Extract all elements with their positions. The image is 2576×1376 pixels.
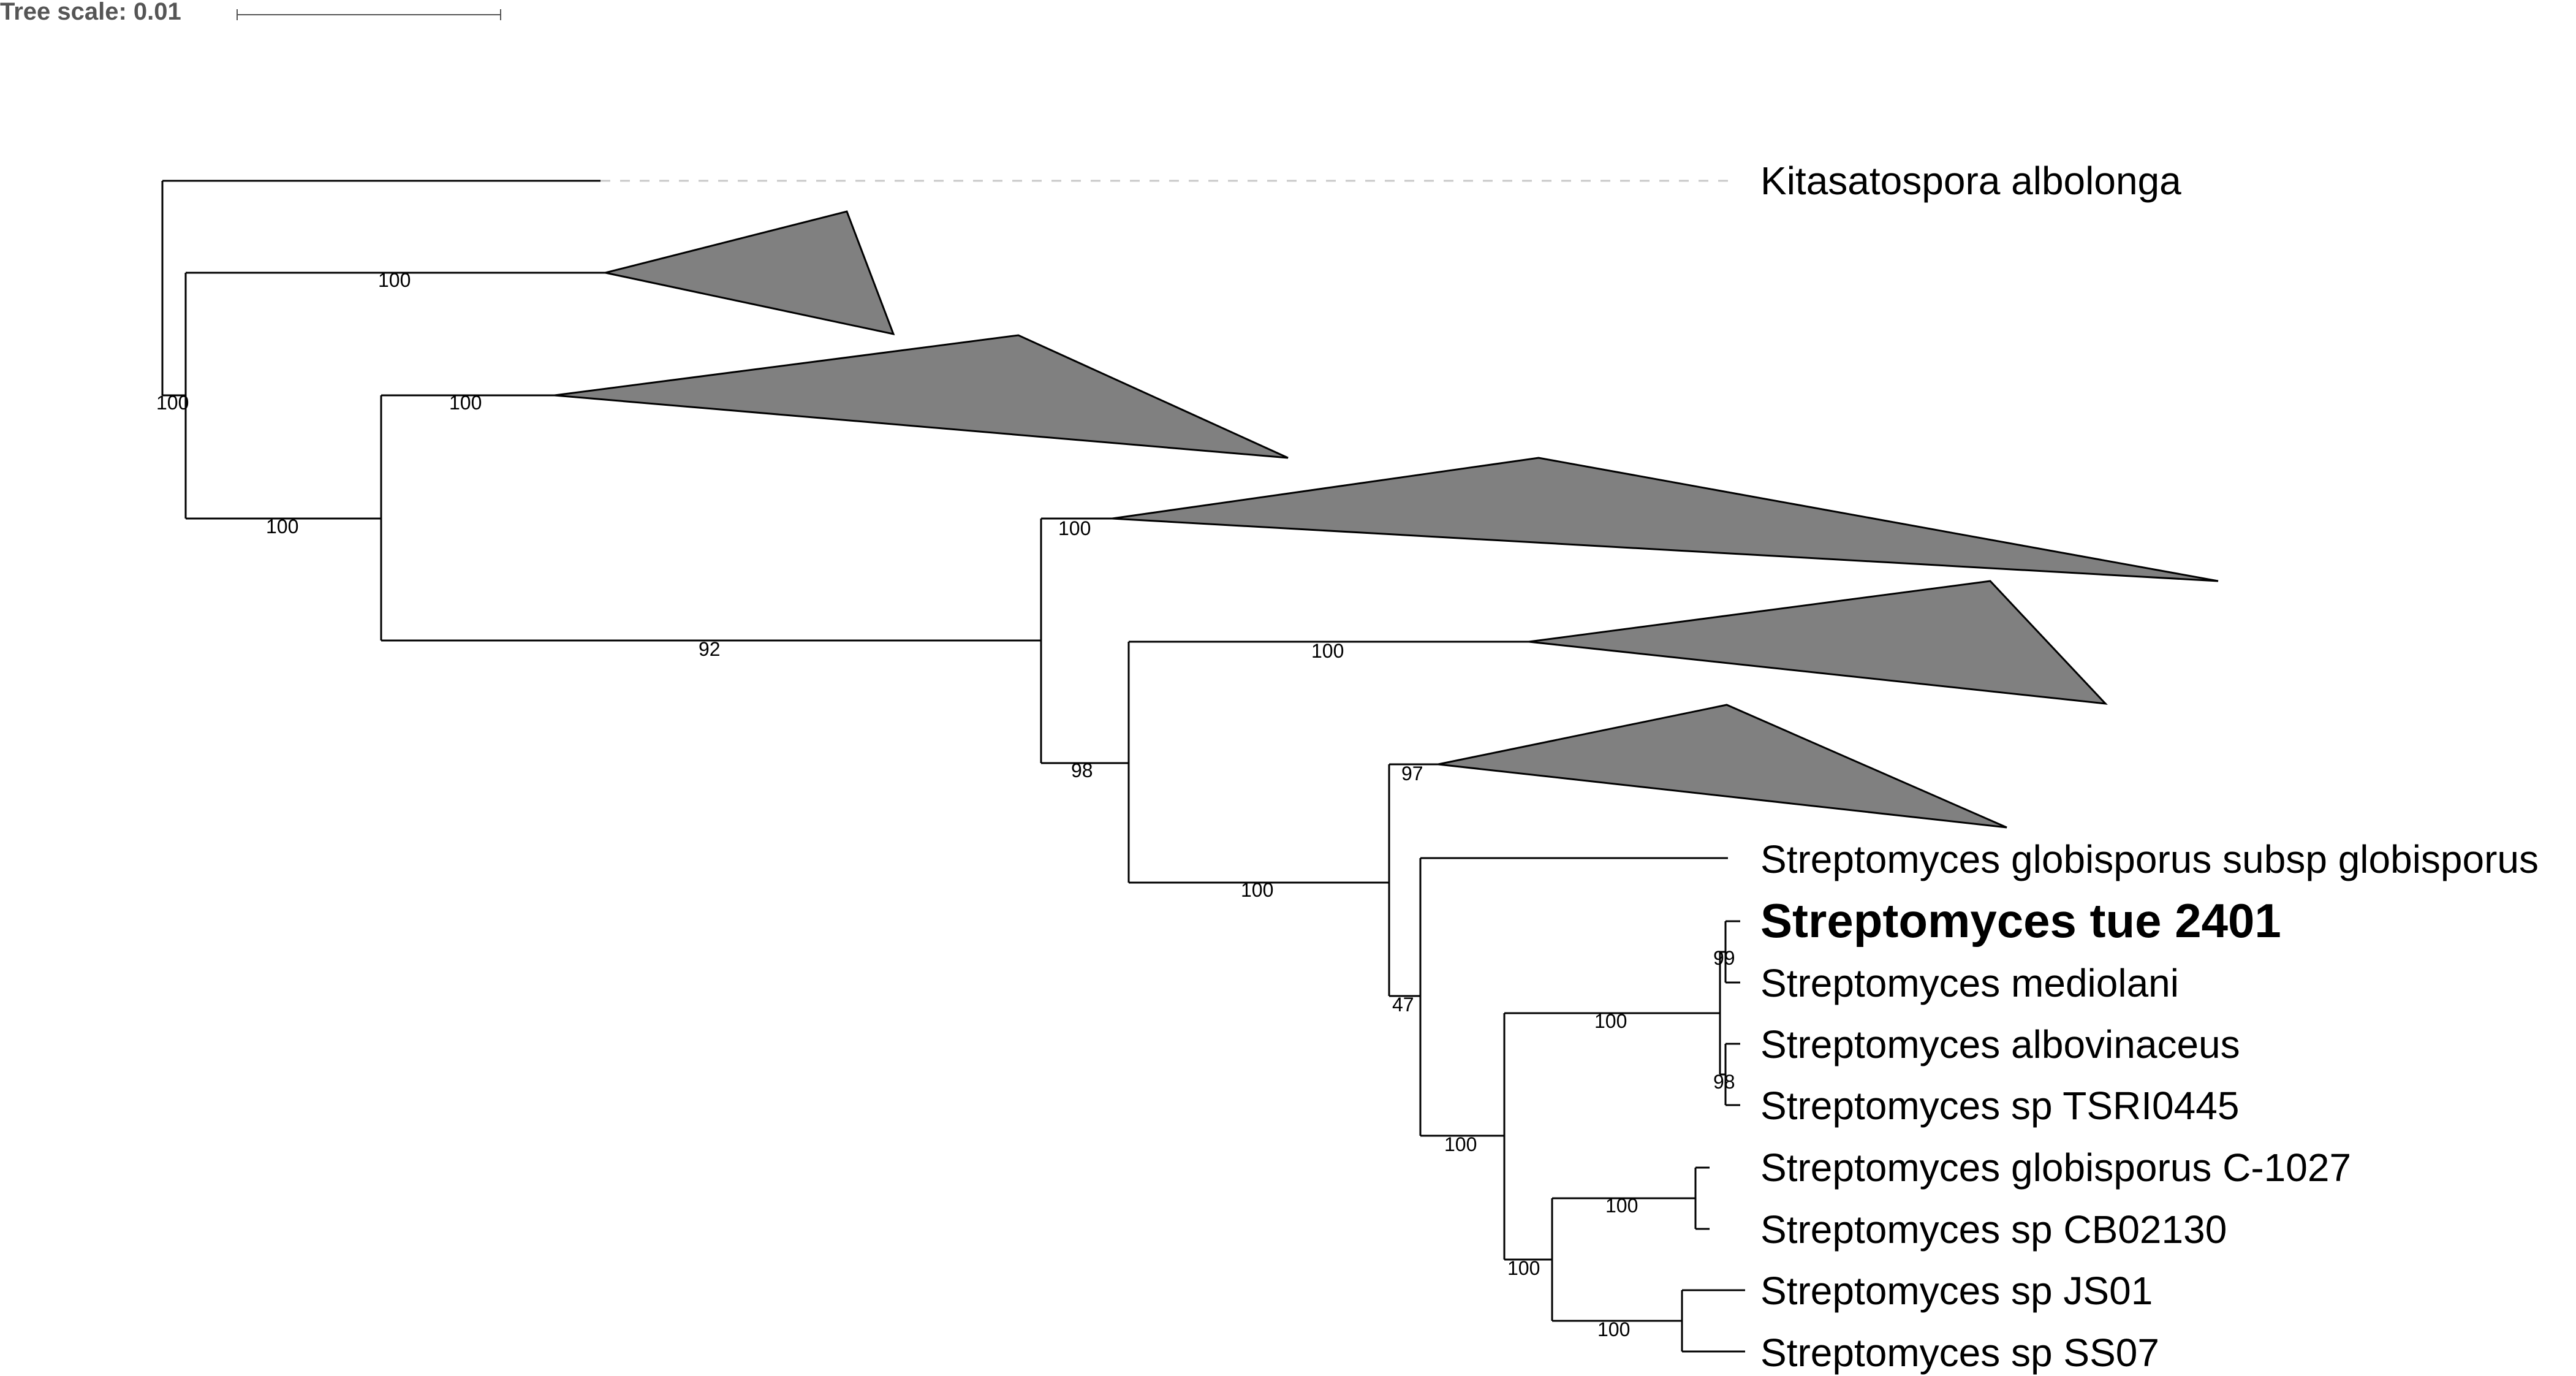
branch-node-a [184, 272, 605, 519]
support-node-c1027: 100 [1605, 1195, 1638, 1217]
support-clade-d: 100 [1311, 640, 1344, 662]
support-node-tsri: 98 [1713, 1071, 1735, 1093]
support-node-b: 100 [449, 392, 482, 414]
leaf-streptomyces-mediolani: Streptomyces mediolani [1760, 961, 2179, 1005]
support-root: 100 [156, 392, 189, 414]
tree-scale: Tree scale: 0.01 [0, 0, 501, 25]
leaf-streptomyces-globisporus-subsp: Streptomyces globisporus subsp globispor… [1760, 837, 2539, 881]
branches [161, 180, 1745, 1353]
branch-node-tue [1724, 920, 1740, 984]
support-clade-c: 100 [1058, 517, 1091, 539]
support-node-h: 100 [1594, 1010, 1627, 1032]
leaf-streptomyces-sp-js01: Streptomyces sp JS01 [1760, 1269, 2153, 1313]
collapsed-clade-b [554, 334, 1289, 459]
leaf-kitasatospora-albolonga: Kitasatospora albolonga [1760, 159, 2181, 203]
support-node-js: 100 [1597, 1318, 1630, 1340]
support-node-tue: 99 [1713, 947, 1735, 969]
branch-node-i [1551, 1197, 1695, 1322]
branch-root [161, 180, 600, 397]
collapsed-clades [554, 210, 2219, 829]
branch-node-tsri [1724, 1043, 1740, 1106]
leaf-streptomyces-albovinaceus: Streptomyces albovinaceus [1760, 1022, 2240, 1066]
support-clade-b: 100 [266, 515, 298, 538]
support-node-g: 100 [1444, 1133, 1477, 1155]
support-values: 100 100 100 100 92 100 98 100 100 97 47 … [156, 269, 1735, 1340]
leaf-streptomyces-sp-cb02130: Streptomyces sp CB02130 [1760, 1207, 2227, 1252]
branch-node-js [1681, 1289, 1745, 1353]
collapsed-clade-c [1112, 457, 2219, 582]
support-node-f: 47 [1392, 994, 1414, 1016]
branch-node-f [1419, 857, 1728, 1136]
branch-node-c1027 [1694, 1166, 1710, 1230]
branch-node-e [1388, 763, 1438, 996]
tree-scale-label: Tree scale: 0.01 [0, 0, 181, 25]
collapsed-clade-a [605, 210, 895, 336]
leaf-labels: Kitasatospora albolonga Streptomyces glo… [1760, 159, 2539, 1375]
branch-node-b [380, 394, 555, 640]
branch-node-d [1127, 640, 1529, 883]
collapsed-clade-d [1528, 580, 2108, 705]
leaf-streptomyces-sp-tsri0445: Streptomyces sp TSRI0445 [1760, 1084, 2239, 1128]
branch-node-g [1503, 1012, 1720, 1260]
leaf-streptomyces-tue-2401: Streptomyces tue 2401 [1760, 894, 2281, 948]
support-clade-a: 100 [378, 269, 411, 291]
support-node-i: 100 [1507, 1257, 1540, 1279]
support-clade-e: 97 [1401, 762, 1423, 785]
support-node-c: 92 [699, 638, 721, 660]
leaf-streptomyces-globisporus-c-1027: Streptomyces globisporus C-1027 [1760, 1146, 2351, 1190]
support-node-d: 98 [1071, 759, 1093, 781]
leaf-streptomyces-sp-ss07: Streptomyces sp SS07 [1760, 1331, 2159, 1375]
collapsed-clade-e [1438, 704, 2007, 829]
branch-node-c [1040, 517, 1112, 763]
support-node-e: 100 [1241, 879, 1273, 901]
